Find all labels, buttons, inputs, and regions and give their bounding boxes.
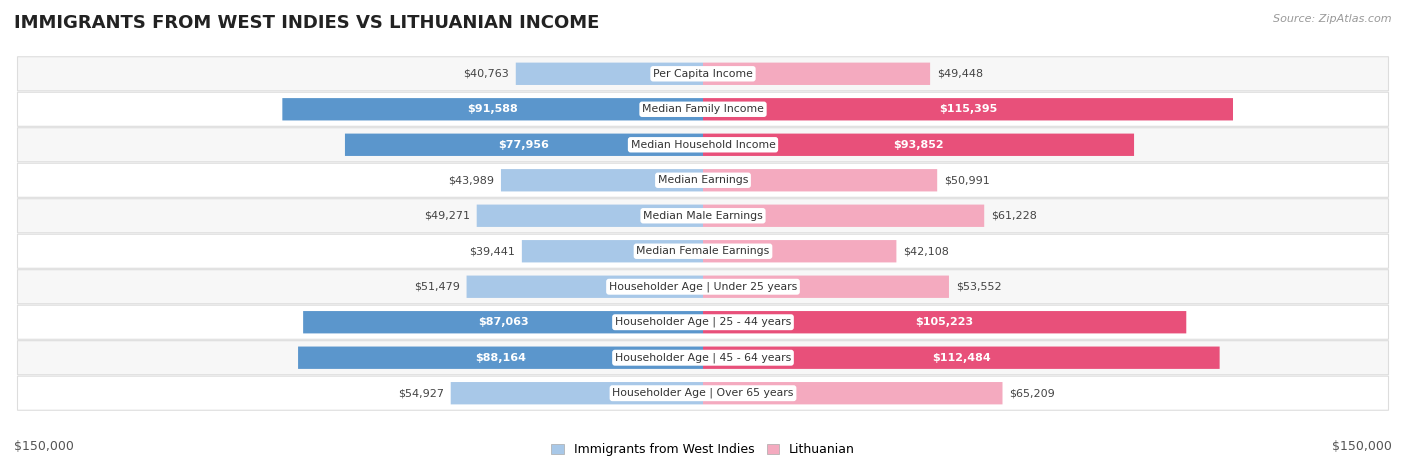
FancyBboxPatch shape — [477, 205, 703, 227]
Text: Median Family Income: Median Family Income — [643, 104, 763, 114]
Text: $49,448: $49,448 — [936, 69, 983, 79]
Text: $150,000: $150,000 — [14, 440, 75, 453]
Text: $51,479: $51,479 — [413, 282, 460, 292]
Text: $88,164: $88,164 — [475, 353, 526, 363]
Text: $39,441: $39,441 — [470, 246, 515, 256]
FancyBboxPatch shape — [17, 376, 1389, 410]
Text: $40,763: $40,763 — [463, 69, 509, 79]
FancyBboxPatch shape — [703, 240, 897, 262]
FancyBboxPatch shape — [344, 134, 703, 156]
Text: $91,588: $91,588 — [467, 104, 517, 114]
FancyBboxPatch shape — [17, 57, 1389, 91]
Text: $50,991: $50,991 — [943, 175, 990, 185]
FancyBboxPatch shape — [17, 234, 1389, 268]
FancyBboxPatch shape — [451, 382, 703, 404]
Text: Householder Age | 25 - 44 years: Householder Age | 25 - 44 years — [614, 317, 792, 327]
FancyBboxPatch shape — [703, 205, 984, 227]
FancyBboxPatch shape — [703, 311, 1187, 333]
Text: $105,223: $105,223 — [915, 317, 974, 327]
FancyBboxPatch shape — [17, 305, 1389, 339]
FancyBboxPatch shape — [17, 92, 1389, 126]
Text: Householder Age | 45 - 64 years: Householder Age | 45 - 64 years — [614, 353, 792, 363]
FancyBboxPatch shape — [283, 98, 703, 120]
FancyBboxPatch shape — [703, 98, 1233, 120]
FancyBboxPatch shape — [703, 134, 1135, 156]
FancyBboxPatch shape — [17, 128, 1389, 162]
FancyBboxPatch shape — [522, 240, 703, 262]
Text: $54,927: $54,927 — [398, 388, 444, 398]
Text: Householder Age | Over 65 years: Householder Age | Over 65 years — [612, 388, 794, 398]
Text: IMMIGRANTS FROM WEST INDIES VS LITHUANIAN INCOME: IMMIGRANTS FROM WEST INDIES VS LITHUANIA… — [14, 14, 599, 32]
Text: Median Male Earnings: Median Male Earnings — [643, 211, 763, 221]
FancyBboxPatch shape — [703, 63, 931, 85]
Text: $49,271: $49,271 — [423, 211, 470, 221]
Legend: Immigrants from West Indies, Lithuanian: Immigrants from West Indies, Lithuanian — [546, 439, 860, 461]
Text: $42,108: $42,108 — [903, 246, 949, 256]
FancyBboxPatch shape — [501, 169, 703, 191]
Text: Householder Age | Under 25 years: Householder Age | Under 25 years — [609, 282, 797, 292]
FancyBboxPatch shape — [17, 163, 1389, 197]
Text: $115,395: $115,395 — [939, 104, 997, 114]
FancyBboxPatch shape — [467, 276, 703, 298]
FancyBboxPatch shape — [703, 276, 949, 298]
FancyBboxPatch shape — [17, 199, 1389, 233]
FancyBboxPatch shape — [703, 347, 1219, 369]
FancyBboxPatch shape — [703, 169, 938, 191]
FancyBboxPatch shape — [703, 382, 1002, 404]
Text: $150,000: $150,000 — [1331, 440, 1392, 453]
Text: $61,228: $61,228 — [991, 211, 1038, 221]
Text: $112,484: $112,484 — [932, 353, 991, 363]
Text: $65,209: $65,209 — [1010, 388, 1054, 398]
FancyBboxPatch shape — [304, 311, 703, 333]
Text: $93,852: $93,852 — [893, 140, 943, 150]
Text: $77,956: $77,956 — [499, 140, 550, 150]
FancyBboxPatch shape — [516, 63, 703, 85]
Text: $43,989: $43,989 — [449, 175, 494, 185]
FancyBboxPatch shape — [17, 270, 1389, 304]
Text: Median Female Earnings: Median Female Earnings — [637, 246, 769, 256]
Text: Source: ZipAtlas.com: Source: ZipAtlas.com — [1274, 14, 1392, 24]
Text: Median Household Income: Median Household Income — [630, 140, 776, 150]
Text: Median Earnings: Median Earnings — [658, 175, 748, 185]
FancyBboxPatch shape — [298, 347, 703, 369]
Text: Per Capita Income: Per Capita Income — [652, 69, 754, 79]
Text: $53,552: $53,552 — [956, 282, 1001, 292]
FancyBboxPatch shape — [17, 341, 1389, 375]
Text: $87,063: $87,063 — [478, 317, 529, 327]
